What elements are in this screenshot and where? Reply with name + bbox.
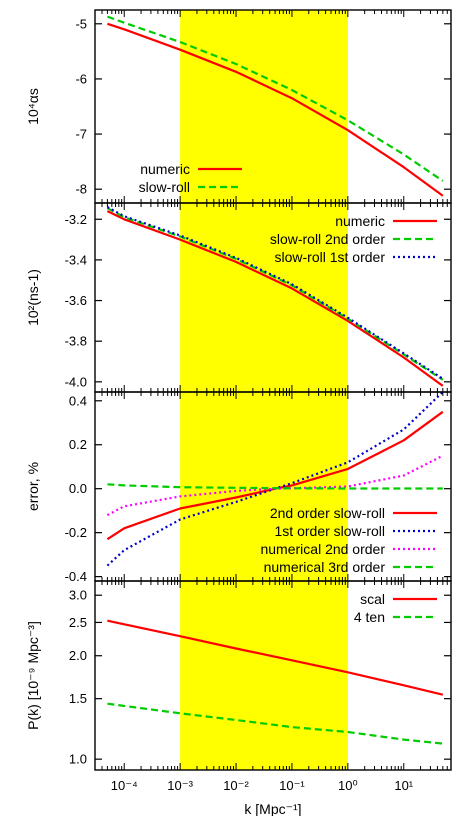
y-tick-label: -8: [75, 182, 87, 197]
y-tick-label: -4.0: [65, 374, 87, 389]
x-tick-label: 10⁻²: [223, 778, 249, 793]
y-tick-label: 2.5: [69, 615, 87, 630]
x-tick-label: 10¹: [394, 778, 413, 793]
y-tick-label: -3.6: [65, 293, 87, 308]
y-tick-label: -3.8: [65, 334, 87, 349]
series-line-1: [107, 22, 444, 197]
panel-1: -8 -7 -6 -5 10⁴αs numeric slow-roll: [25, 9, 452, 204]
legend-label: slow-roll 2nd order: [270, 231, 385, 247]
x-axis-label: k [Mpc⁻¹]: [244, 801, 301, 816]
y-axis-label: error, %: [25, 462, 41, 511]
y-axis-label: 10⁴αs: [25, 88, 41, 125]
series-line-4: [107, 483, 443, 490]
y-axis-label: P(k) [10⁻⁹ Mpc⁻³]: [25, 621, 41, 730]
y-tick-label: -6: [75, 71, 87, 86]
legend-label: 1st order slow-roll: [275, 523, 385, 539]
legend-label: numeric: [335, 213, 385, 229]
series-line-2: [107, 15, 444, 182]
series-line-1: [106, 210, 444, 387]
y-tick-label: 0.4: [69, 393, 87, 408]
y-axis-label: 10²(ns-1): [25, 269, 41, 326]
legend-label: scal: [360, 591, 385, 607]
y-tick-label: -0.2: [65, 525, 87, 540]
y-tick-label: 1.5: [69, 691, 87, 706]
panel-4: 1.0 1.5 2.0 2.5 3.0 P(k) [10⁻⁹ Mpc⁻³] scal 4 te…: [25, 580, 452, 771]
legend-label: 4 ten: [354, 609, 385, 625]
x-tick-label: 10⁻⁴: [111, 778, 138, 793]
y-tick-label: 3.0: [69, 588, 87, 603]
legend-label: 2nd order slow-roll: [270, 505, 385, 521]
legend-label: numerical 3rd order: [264, 559, 386, 575]
series-line-2: [107, 702, 443, 745]
panel-frame: [94, 580, 452, 771]
y-tick-label: -0.4: [65, 569, 87, 584]
legend-label: slow-roll: [139, 179, 190, 195]
y-tick-label: -5: [75, 16, 87, 31]
series-line-3: [106, 206, 444, 380]
y-tick-label: -3.2: [65, 212, 87, 227]
y-tick-label: -3.4: [65, 252, 87, 267]
y-tick-label: 0.2: [69, 437, 87, 452]
y-tick-label: -7: [75, 127, 87, 142]
highlight-band: [180, 10, 348, 770]
x-tick-label: 10⁻¹: [279, 778, 305, 793]
x-tick-label: 10⁻³: [167, 778, 193, 793]
x-tick-label: 10⁰: [338, 778, 358, 793]
legend-label: slow-roll 1st order: [275, 249, 386, 265]
panel-2: -4.0 -3.8 -3.6 -3.4 -3.2 10²(ns-1) numeric slow…: [25, 202, 452, 393]
legend-label: numerical 2nd order: [260, 541, 385, 557]
legend-label: numeric: [140, 161, 190, 177]
y-tick-label: 2.0: [69, 648, 87, 663]
y-tick-label: 1.0: [69, 752, 87, 767]
y-tick-label: 0.0: [69, 481, 87, 496]
series-line-1: [107, 619, 444, 696]
panel-3: -0.4 -0.2 0.0 0.2 0.4 error, % 2nd order slow-…: [25, 391, 452, 584]
